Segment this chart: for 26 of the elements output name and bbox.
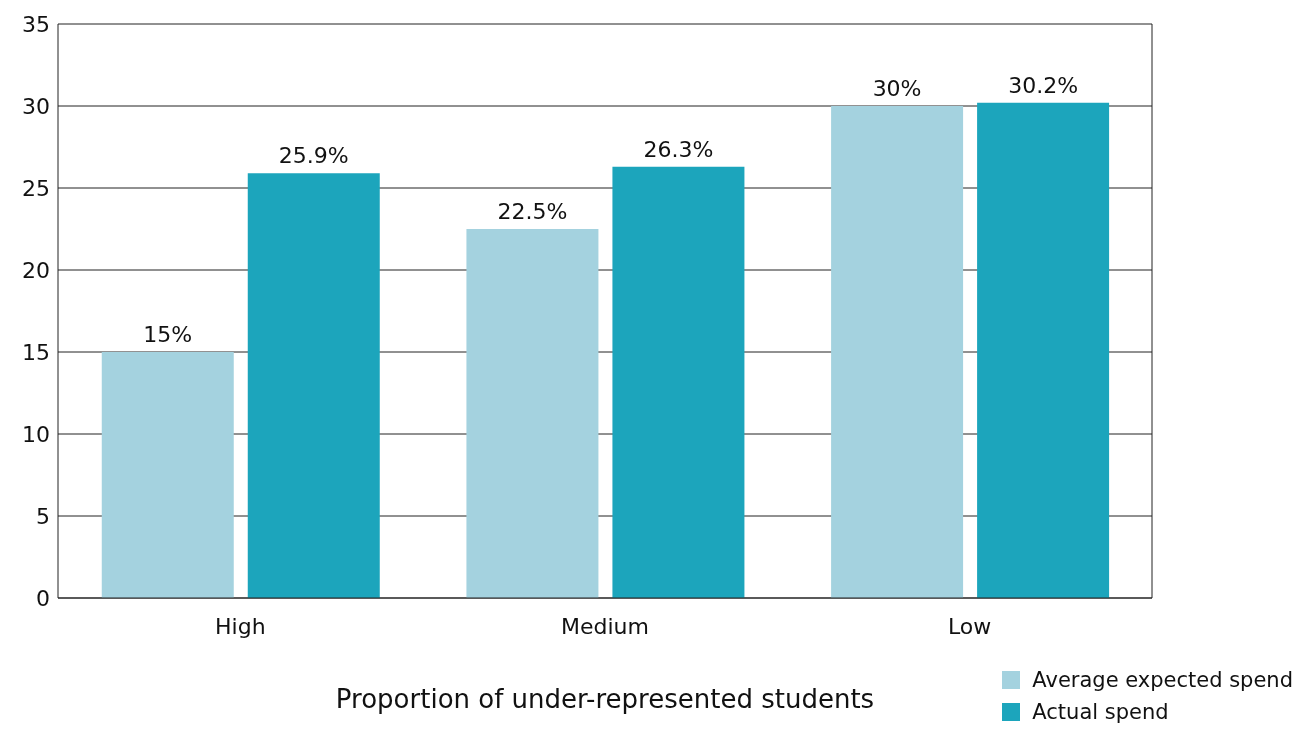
y-tick-label: 35: [22, 11, 50, 37]
y-tick-label: 5: [36, 503, 50, 529]
x-axis-title: Proportion of under-represented students: [335, 684, 875, 714]
bar: [466, 229, 599, 598]
x-tick-label: Low: [948, 613, 992, 639]
data-label: 26.3%: [643, 136, 714, 162]
y-tick-label: 25: [22, 175, 50, 201]
bar: [612, 166, 745, 598]
data-label: 25.9%: [278, 143, 349, 169]
data-label: 15%: [143, 322, 193, 347]
data-label: 30.2%: [1008, 72, 1079, 98]
data-label: 30%: [872, 76, 922, 101]
y-tick-label: 15: [22, 339, 50, 365]
x-tick-label: High: [215, 613, 266, 639]
y-tick-label: 10: [22, 421, 50, 447]
bar: [247, 173, 380, 598]
y-tick-label: 20: [22, 257, 50, 283]
bar: [831, 106, 964, 598]
x-tick-label: Medium: [561, 613, 649, 639]
legend-label: Average expected spend: [1032, 667, 1293, 694]
y-tick-label: 0: [36, 585, 50, 611]
legend-label: Actual spend: [1032, 699, 1169, 726]
bar: [977, 102, 1110, 598]
data-label: 22.5%: [497, 199, 568, 224]
bar: [101, 352, 234, 598]
y-tick-label: 30: [22, 93, 50, 119]
